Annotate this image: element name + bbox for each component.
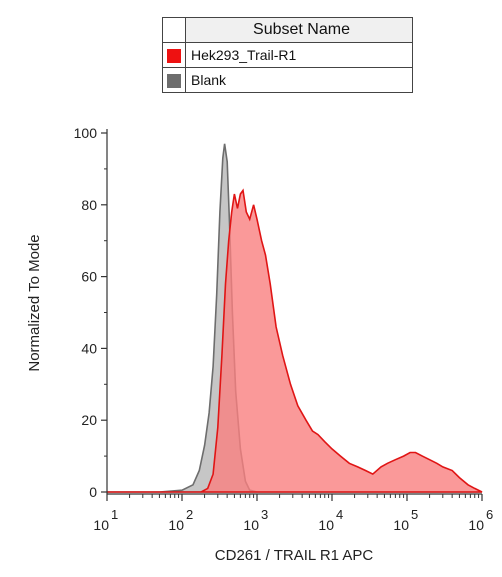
series-hek293-trail-r1: [107, 188, 483, 493]
legend-label-blank: Blank: [185, 67, 413, 93]
y-tick-label: 60: [81, 269, 97, 285]
x-tick-label-exponent: 3: [261, 507, 268, 522]
legend: Subset Name Hek293_Trail-R1 Blank: [162, 17, 413, 93]
y-tick-label: 40: [81, 340, 97, 356]
x-tick-label-base: 10: [318, 517, 334, 533]
y-tick-label: 100: [74, 125, 98, 141]
x-tick-label-exponent: 5: [411, 507, 418, 522]
y-axis-label: Normalized To Mode: [26, 234, 43, 371]
x-tick-label-base: 10: [243, 517, 259, 533]
x-tick-label-base: 10: [393, 517, 409, 533]
y-tick-label: 20: [81, 412, 97, 428]
x-tick-label-base: 10: [468, 517, 484, 533]
legend-swatch-blank: [167, 74, 181, 89]
x-tick-label-exponent: 1: [111, 507, 118, 522]
x-tick-label-exponent: 4: [336, 507, 343, 522]
legend-header: Subset Name: [185, 17, 413, 43]
y-tick-label: 80: [81, 197, 97, 213]
x-tick-label-exponent: 6: [486, 507, 493, 522]
x-tick-label-exponent: 2: [186, 507, 193, 522]
legend-entry: Blank: [162, 67, 413, 93]
x-tick-label-base: 10: [93, 517, 109, 533]
x-axis-label: CD261 / TRAIL R1 APC: [215, 547, 374, 564]
series-layer: [107, 143, 483, 493]
legend-swatch-trail-r1: [167, 49, 181, 64]
x-tick-label-base: 10: [168, 517, 184, 533]
y-tick-label: 0: [89, 484, 97, 500]
